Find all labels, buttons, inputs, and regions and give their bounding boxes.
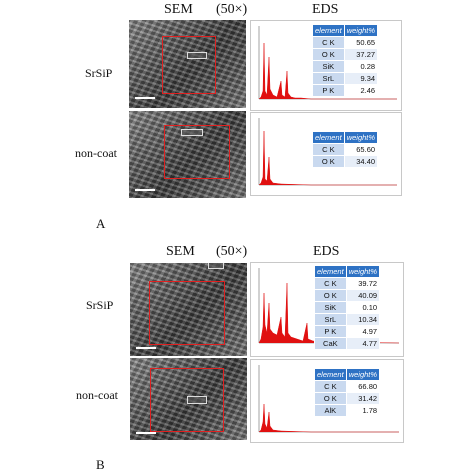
table-cell-element: P K bbox=[314, 325, 347, 338]
table-cell-weight: 66.80 bbox=[345, 380, 381, 393]
table-cell-element: CaK bbox=[314, 337, 347, 350]
sem-spot-label bbox=[208, 263, 224, 269]
table-cell-element: C K bbox=[312, 36, 345, 49]
sem-spot-label bbox=[181, 129, 203, 136]
table-cell-element: O K bbox=[312, 48, 345, 61]
table-cell-weight: 40.09 bbox=[345, 289, 381, 302]
panel-a-label: A bbox=[96, 216, 106, 231]
panel-b-row1-sem-image bbox=[130, 263, 247, 356]
table-cell-element: SiK bbox=[314, 301, 347, 314]
table-cell-weight: 37.27 bbox=[343, 48, 379, 61]
table-cell-weight: 34.40 bbox=[343, 155, 379, 168]
table-cell-element: C K bbox=[314, 380, 347, 393]
table-header-weight: weight% bbox=[343, 24, 379, 37]
table-cell-element: P K bbox=[312, 84, 345, 97]
panel-a-row2-label: non-coat bbox=[75, 146, 117, 160]
sem-scale-bar bbox=[136, 432, 156, 434]
panel-b-label: B bbox=[96, 457, 105, 472]
table-header-element: element bbox=[314, 265, 347, 278]
sem-region-box bbox=[150, 368, 224, 432]
panel-b-row1-label: SrSiP bbox=[86, 298, 114, 312]
panel-a-row1-element-table: element weight% C K 50.65 O K 37.27 SiK 0.28… bbox=[312, 24, 379, 97]
table-cell-weight: 1.78 bbox=[345, 404, 381, 417]
eds-spectrum-plot bbox=[258, 26, 397, 100]
table-cell-weight: 65.60 bbox=[343, 143, 379, 156]
eds-spectrum-plot bbox=[258, 365, 399, 433]
table-header-weight: weight% bbox=[343, 131, 379, 144]
table-cell-weight: 39.72 bbox=[345, 277, 381, 290]
panel-b-row2-element-table: element weight% C K 66.80 O K 31.42 AlK 1.78 bbox=[314, 368, 381, 417]
table-cell-weight: 9.34 bbox=[343, 72, 379, 85]
table-cell-weight: 4.97 bbox=[345, 325, 381, 338]
table-cell-element: O K bbox=[312, 155, 345, 168]
table-cell-element: SiK bbox=[312, 60, 345, 73]
sem-scale-bar bbox=[136, 347, 156, 349]
panel-a-row1-sem-image bbox=[129, 20, 246, 108]
sem-spot-label bbox=[187, 396, 207, 404]
table-header-weight: weight% bbox=[345, 368, 381, 381]
panel-a-row2-element-table: element weight% C K 65.60 O K 34.40 bbox=[312, 131, 379, 168]
table-header-element: element bbox=[314, 368, 347, 381]
sem-region-box bbox=[164, 125, 230, 179]
table-cell-element: O K bbox=[314, 289, 347, 302]
panel-a-row2-eds-spectrum: element weight% C K 65.60 O K 34.40 bbox=[250, 112, 402, 196]
panel-b-row1-element-table: element weight% C K 39.72 O K 40.09 SiK 0.10… bbox=[314, 265, 381, 350]
table-cell-weight: 0.10 bbox=[345, 301, 381, 314]
table-cell-weight: 31.42 bbox=[345, 392, 381, 405]
panel-b-row2-eds-spectrum: element weight% C K 66.80 O K 31.42 AlK 1.78 bbox=[250, 359, 404, 443]
panel-b-eds-header: EDS bbox=[313, 244, 340, 259]
table-cell-weight: 10.34 bbox=[345, 313, 381, 326]
sem-scale-bar bbox=[135, 97, 155, 99]
sem-region-box bbox=[162, 36, 216, 94]
panel-a-magnification: (50×) bbox=[216, 2, 248, 17]
panel-a-row1-label: SrSiP bbox=[85, 66, 113, 80]
table-header-element: element bbox=[312, 131, 345, 144]
table-cell-weight: 50.65 bbox=[343, 36, 379, 49]
table-cell-weight: 4.77 bbox=[345, 337, 381, 350]
panel-b-row1-eds-spectrum: element weight% C K 39.72 O K 40.09 SiK 0.10… bbox=[250, 262, 404, 357]
panel-a-row2-sem-image bbox=[129, 111, 246, 198]
table-header-weight: weight% bbox=[345, 265, 381, 278]
table-cell-element: AlK bbox=[314, 404, 347, 417]
sem-scale-bar bbox=[135, 189, 155, 191]
sem-region-box bbox=[149, 281, 225, 345]
panel-b-sem-header: SEM bbox=[166, 244, 195, 259]
table-cell-element: C K bbox=[312, 143, 345, 156]
table-cell-element: O K bbox=[314, 392, 347, 405]
table-cell-weight: 0.28 bbox=[343, 60, 379, 73]
panel-b-row2-sem-image bbox=[130, 358, 247, 440]
panel-b-magnification: (50×) bbox=[216, 244, 248, 259]
table-header-element: element bbox=[312, 24, 345, 37]
table-cell-element: C K bbox=[314, 277, 347, 290]
panel-a-row1-eds-spectrum: element weight% C K 50.65 O K 37.27 SiK 0.28… bbox=[250, 20, 402, 111]
panel-a-eds-header: EDS bbox=[312, 2, 339, 17]
sem-spot-label bbox=[187, 52, 207, 59]
panel-b-row2-label: non-coat bbox=[76, 388, 118, 402]
eds-spectrum-plot bbox=[258, 118, 397, 186]
table-cell-element: SrL bbox=[312, 72, 345, 85]
panel-a-sem-header: SEM bbox=[164, 2, 193, 17]
table-cell-weight: 2.46 bbox=[343, 84, 379, 97]
table-cell-element: SrL bbox=[314, 313, 347, 326]
